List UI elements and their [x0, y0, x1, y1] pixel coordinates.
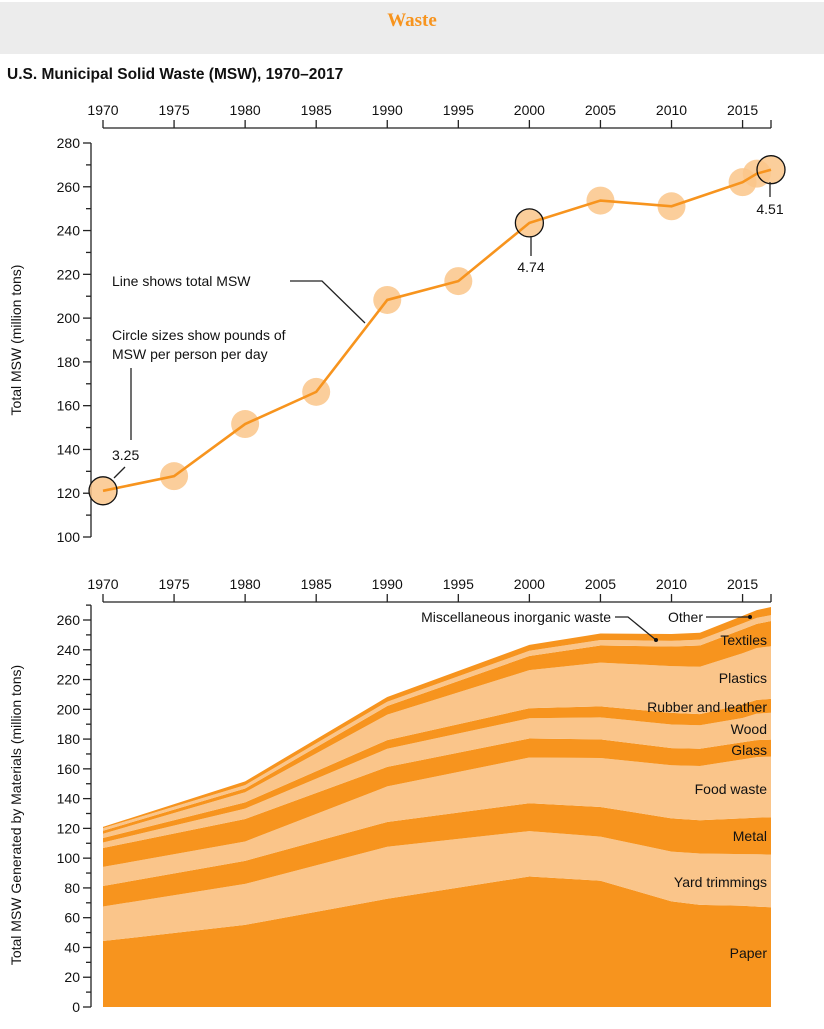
circle-note-line2: MSW per person per day: [112, 346, 268, 362]
y-tick-label: 220: [57, 672, 81, 688]
misc-leader-dot: [654, 638, 658, 642]
y-tick-label: 120: [57, 485, 81, 501]
area-wood: [103, 712, 771, 849]
series-label: Wood: [731, 721, 767, 737]
y-tick-label: 100: [57, 529, 81, 545]
area-food-waste: [103, 756, 771, 886]
area-paper: [103, 876, 771, 1007]
label-1970-leader: [113, 466, 126, 479]
header-band: [0, 2, 824, 54]
bottom-y-axis-title: Total MSW Generated by Materials (millio…: [8, 665, 24, 965]
label-1970: 3.25: [112, 447, 139, 463]
series-label: Rubber and leather: [647, 699, 767, 715]
highlight-circle-2017: [756, 155, 786, 185]
x-tick-label: 2000: [514, 102, 545, 118]
x-tick-label: 1975: [158, 576, 189, 592]
y-tick-label: 140: [57, 441, 81, 457]
label-2017: 4.51: [756, 201, 783, 217]
area-glass: [103, 738, 771, 867]
x-tick-label: 1990: [372, 576, 403, 592]
label-2000: 4.74: [517, 259, 544, 275]
x-tick-label: 1990: [372, 102, 403, 118]
series-label: Food waste: [695, 781, 768, 797]
y-tick-label: 160: [57, 398, 81, 414]
x-tick-label: 2010: [656, 576, 687, 592]
x-tick-label: 2015: [727, 576, 758, 592]
y-tick-label: 40: [64, 939, 80, 955]
series-label: Plastics: [719, 670, 767, 686]
x-tick-label: 2010: [656, 102, 687, 118]
x-tick-label: 1970: [87, 576, 118, 592]
y-tick-label: 180: [57, 731, 81, 747]
y-tick-label: 0: [72, 999, 80, 1015]
total-msw-line: [102, 168, 772, 493]
y-tick-label: 120: [57, 820, 81, 836]
area-metal: [103, 803, 771, 907]
x-tick-label: 1980: [230, 102, 261, 118]
y-tick-label: 20: [64, 969, 80, 985]
y-tick-label: 280: [57, 135, 81, 151]
materials-stacked-area-chart: 1970 1975 1980 1985 1990 1995 2000 2005 2010 2015…: [57, 576, 772, 1015]
y-tick-label: 200: [57, 310, 81, 326]
area-other: [103, 607, 771, 829]
x-tick-label: 1975: [158, 102, 189, 118]
area-yard-trimmings: [103, 831, 771, 942]
area-textiles: [103, 621, 771, 834]
area-plastics: [103, 646, 771, 839]
chart-title: U.S. Municipal Solid Waste (MSW), 1970–2…: [7, 66, 343, 83]
y-tick-label: 200: [57, 701, 81, 717]
x-tick-label: 2015: [727, 102, 758, 118]
series-label: Yard trimmings: [674, 874, 767, 890]
area-rubber-and-leather: [103, 698, 771, 843]
y-tick-label: 160: [57, 761, 81, 777]
x-tick-label: 2000: [514, 576, 545, 592]
y-tick-label: 140: [57, 791, 81, 807]
y-tick-label: 80: [64, 880, 80, 896]
series-label: Miscellaneous inorganic waste: [421, 609, 611, 625]
x-tick-label: 1995: [443, 576, 474, 592]
series-label: Other: [668, 609, 703, 625]
header-title: Waste: [387, 10, 437, 31]
x-tick-label: 1980: [230, 576, 261, 592]
series-label: Paper: [730, 945, 768, 961]
y-tick-label: 60: [64, 910, 80, 926]
x-tick-label: 1985: [301, 576, 332, 592]
x-tick-label: 1995: [443, 102, 474, 118]
y-tick-label: 220: [57, 266, 81, 282]
y-tick-label: 260: [57, 612, 81, 628]
line-note: Line shows total MSW: [112, 273, 251, 289]
series-label: Textiles: [720, 632, 767, 648]
other-leader-dot: [748, 615, 752, 619]
y-tick-label: 260: [57, 179, 81, 195]
series-label: Glass: [731, 742, 767, 758]
highlight-circle-1970: [88, 476, 118, 506]
y-tick-label: 240: [57, 223, 81, 239]
series-label: Metal: [733, 828, 767, 844]
x-tick-label: 2005: [585, 102, 616, 118]
circle-note-line1: Circle sizes show pounds of: [112, 327, 286, 343]
highlight-circle-2000: [514, 208, 545, 238]
misc-leader: [615, 616, 657, 641]
y-tick-label: 100: [57, 850, 81, 866]
y-tick-label: 240: [57, 642, 81, 658]
top-y-axis-title: Total MSW (million tons): [8, 265, 24, 416]
x-tick-label: 2005: [585, 576, 616, 592]
line-note-leader: [290, 280, 366, 324]
x-tick-label: 1970: [87, 102, 118, 118]
total-msw-line-chart: 1970 1975 1980 1985 1990 1995 2000 2005 2010 2015…: [57, 102, 786, 545]
x-tick-label: 1985: [301, 102, 332, 118]
area-miscellaneous-inorganic-waste: [103, 615, 771, 831]
y-tick-label: 180: [57, 354, 81, 370]
